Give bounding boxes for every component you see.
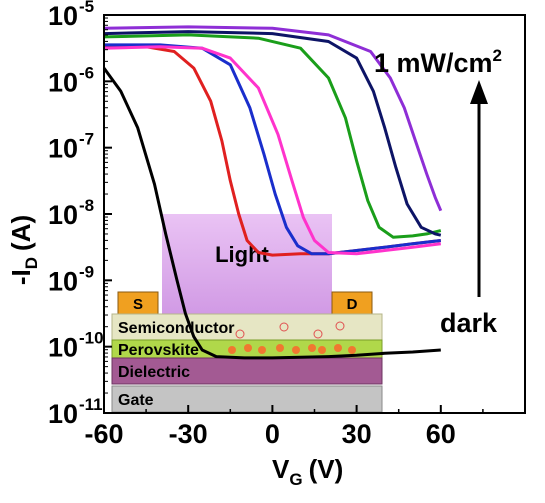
hole-particle bbox=[313, 329, 323, 339]
dark-label: dark bbox=[440, 308, 498, 338]
y-tick-label: 10 bbox=[48, 399, 78, 429]
y-tick-exponent: -8 bbox=[79, 196, 94, 215]
x-tick-label: -30 bbox=[169, 419, 208, 449]
charge-particle bbox=[258, 346, 266, 354]
x-axis-ticks: -60 -30 0 30 60 bbox=[84, 405, 526, 449]
y-axis-title-unit: (A) bbox=[6, 215, 36, 251]
x-axis-title-main: V bbox=[272, 454, 290, 484]
series-lines bbox=[102, 25, 443, 360]
semiconductor-layer bbox=[111, 313, 383, 341]
x-tick-label: 60 bbox=[426, 419, 456, 449]
y-tick-label: 10 bbox=[48, 333, 78, 363]
y-tick-exponent: -7 bbox=[79, 130, 94, 149]
drain-label: D bbox=[347, 296, 358, 313]
charge-particle bbox=[308, 344, 316, 352]
charge-particle bbox=[334, 344, 342, 352]
series-line-7 bbox=[103, 25, 443, 212]
x-tick-label: 0 bbox=[265, 419, 280, 449]
charge-particle bbox=[276, 344, 284, 352]
charge-particle bbox=[292, 346, 300, 354]
charge-particle bbox=[318, 346, 326, 354]
hole-particle bbox=[279, 322, 289, 332]
y-tick-exponent: -11 bbox=[79, 395, 103, 414]
y-tick-label: 10 bbox=[48, 1, 78, 31]
y-tick-label: 10 bbox=[48, 266, 78, 296]
intensity-label-text: 1 mW/cm bbox=[374, 48, 493, 78]
x-axis-title-sub: G bbox=[289, 470, 302, 489]
y-axis-title-main: -I bbox=[6, 269, 36, 285]
charge-particle bbox=[228, 346, 236, 354]
light-beam bbox=[162, 214, 332, 324]
hole-particle bbox=[335, 321, 345, 331]
intensity-label: 1 mW/cm2 bbox=[374, 46, 502, 78]
dielectric-layer bbox=[111, 357, 383, 385]
y-tick-exponent: -6 bbox=[79, 63, 94, 82]
y-tick-exponent: -10 bbox=[79, 329, 104, 348]
device-inset: Light S D Semiconductor Perovskite Diele… bbox=[111, 214, 383, 413]
charge-particle bbox=[244, 344, 252, 352]
series-line-5 bbox=[103, 33, 442, 239]
charge-particles bbox=[228, 321, 356, 354]
y-tick-label: 10 bbox=[48, 134, 78, 164]
y-tick-label: 10 bbox=[48, 200, 78, 230]
y-axis-title: -ID (A) bbox=[6, 215, 41, 285]
x-tick-label: 30 bbox=[342, 419, 372, 449]
hole-particle bbox=[235, 329, 245, 339]
dielectric-label: Dielectric bbox=[118, 364, 190, 381]
series-line-3 bbox=[104, 43, 441, 256]
source-label: S bbox=[133, 296, 143, 313]
perovskite-label: Perovskite bbox=[118, 342, 199, 359]
y-tick-exponent: -5 bbox=[79, 0, 94, 16]
x-axis-title: VG (V) bbox=[272, 454, 343, 489]
gate-label: Gate bbox=[118, 392, 154, 409]
intensity-label-sup: 2 bbox=[493, 46, 502, 65]
y-axis-title-sub: D bbox=[22, 257, 41, 269]
light-label: Light bbox=[215, 242, 269, 267]
series-line-1 bbox=[102, 67, 441, 360]
charge-particle bbox=[348, 346, 356, 354]
x-axis-title-unit: (V) bbox=[309, 454, 344, 484]
y-tick-exponent: -9 bbox=[79, 262, 94, 281]
y-tick-label: 10 bbox=[48, 67, 78, 97]
semiconductor-label: Semiconductor bbox=[118, 320, 234, 337]
series-line-4 bbox=[103, 45, 441, 256]
intensity-arrow bbox=[470, 80, 488, 297]
series-line-6 bbox=[103, 30, 442, 237]
x-tick-label: -60 bbox=[84, 419, 123, 449]
